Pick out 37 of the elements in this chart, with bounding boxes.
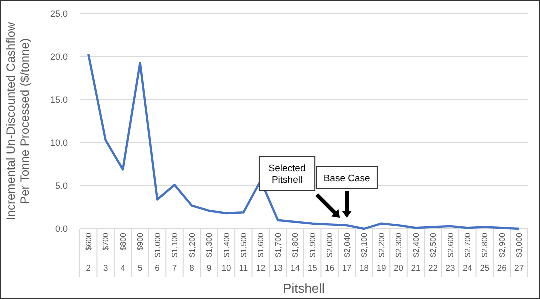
line-series [88,53,520,230]
y-tick-label: 0.0 [55,224,68,234]
y-tick-label: 25.0 [50,9,68,20]
x-tick-label: $2,400 21 [411,232,421,273]
x-tick-label: $1,300 9 [205,232,214,273]
y-tick-label: 20.0 [50,52,68,62]
x-tick-label: $3,000 27 [514,232,524,273]
y-tick-label: 15.0 [50,95,68,106]
x-tick-label: $1,800 14 [290,232,300,273]
x-tick-label: $2,900 26 [497,232,508,273]
x-tick-label: $2,200 19 [376,232,387,273]
category-label: $700 3 [102,233,111,273]
y-tick-label: 5.0 [55,181,68,192]
x-tick-label: $1,100 7 [170,232,180,273]
x-tick-label: $2,000 16 [325,232,335,273]
y-axis-title: Incremental Un-Discounted Cashflow Per Tonne Processed ($/tonne) [4,22,32,221]
x-tick-label: $2,500 22 [428,232,438,273]
x-axis-title: Pitshell [283,281,326,296]
y-tick-label: 10.0 [50,138,68,148]
x-tick-label: $1,600 12 [256,232,266,273]
annotation: Selected Pitshell [268,164,306,186]
x-tick-label: $2,800 25 [480,232,490,273]
annotation: Base Case [324,174,370,184]
x-tick-label: $1,900 15 [308,232,318,273]
x-tick-label: $2,300 20 [394,232,404,273]
x-tick-label: $1,400 10 [222,232,232,273]
x-tick-label: $2,700 24 [462,232,473,273]
x-tick-label: $1,200 8 [188,232,197,273]
x-tick-label: $1,500 11 [239,232,248,273]
x-tick-label: $1,700 13 [273,232,284,273]
category-label: $600 2 [84,233,94,273]
category-label: $800 4 [118,233,128,273]
category-label: $900 5 [136,233,146,273]
x-tick-label: $2,040 17 [342,232,352,273]
x-tick-label: $1,000 6 [153,232,162,273]
x-tick-label: $2,100 18 [360,232,370,273]
x-tick-label: $2,600 23 [446,232,456,273]
